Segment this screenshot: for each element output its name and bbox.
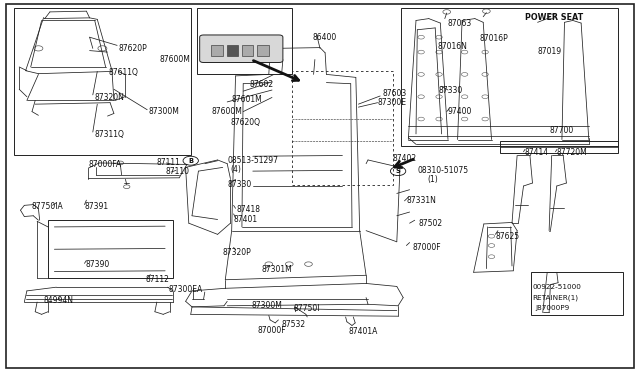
Text: 87611Q: 87611Q <box>109 68 139 77</box>
Text: POWER SEAT: POWER SEAT <box>525 13 583 22</box>
Text: 87700: 87700 <box>549 126 573 135</box>
Text: 87401: 87401 <box>234 215 258 224</box>
Text: 87301M: 87301M <box>261 265 292 274</box>
Text: 87390: 87390 <box>86 260 110 269</box>
Text: 87000FA: 87000FA <box>88 160 122 169</box>
Bar <box>500 141 618 153</box>
Text: (4): (4) <box>230 165 241 174</box>
Text: 87016P: 87016P <box>480 34 509 43</box>
Text: 87600M: 87600M <box>160 55 191 64</box>
Text: 87300E: 87300E <box>378 98 406 107</box>
Text: 87750IA: 87750IA <box>32 202 64 211</box>
Bar <box>257 45 269 56</box>
Text: (1): (1) <box>428 175 438 184</box>
Text: 87300M: 87300M <box>252 301 282 310</box>
Text: 87019: 87019 <box>538 47 562 56</box>
Text: J87000P9: J87000P9 <box>535 305 570 311</box>
Text: 00922-51000: 00922-51000 <box>532 284 581 290</box>
Text: 87750l: 87750l <box>293 304 319 313</box>
Text: 87414: 87414 <box>525 148 549 157</box>
Bar <box>48 220 173 278</box>
Text: 87502: 87502 <box>419 219 443 228</box>
Bar <box>242 45 253 56</box>
Text: 87602: 87602 <box>250 80 274 89</box>
Text: 87320N: 87320N <box>95 93 125 102</box>
Text: 87418: 87418 <box>237 205 261 214</box>
Text: RETAINER(1): RETAINER(1) <box>532 294 579 301</box>
Text: 87110: 87110 <box>165 167 189 176</box>
Bar <box>292 71 393 185</box>
Bar <box>211 45 223 56</box>
Bar <box>401 8 618 146</box>
Text: 87330: 87330 <box>227 180 252 189</box>
Text: B: B <box>188 158 193 164</box>
Bar <box>14 8 191 155</box>
Text: 87000F: 87000F <box>257 326 286 335</box>
Text: 84994N: 84994N <box>44 296 74 305</box>
Bar <box>227 45 238 56</box>
Text: 87720M: 87720M <box>557 148 588 157</box>
Text: 87111: 87111 <box>156 158 180 167</box>
Text: 08513-51297: 08513-51297 <box>228 156 279 165</box>
Text: 87391: 87391 <box>84 202 109 211</box>
Text: 87625: 87625 <box>495 232 520 241</box>
FancyBboxPatch shape <box>200 35 283 62</box>
Text: 87311Q: 87311Q <box>95 130 125 139</box>
Text: 87331N: 87331N <box>406 196 436 205</box>
Bar <box>531 272 623 315</box>
Text: S: S <box>396 168 401 174</box>
Text: 87320P: 87320P <box>223 248 252 257</box>
Text: 97400: 97400 <box>448 107 472 116</box>
Text: 87300M: 87300M <box>148 107 179 116</box>
Text: 87620P: 87620P <box>118 44 147 53</box>
Text: 87620Q: 87620Q <box>230 118 260 126</box>
Text: 87601M: 87601M <box>232 95 262 104</box>
Text: 87402: 87402 <box>392 154 417 163</box>
Text: 87112: 87112 <box>146 275 170 284</box>
Text: 87016N: 87016N <box>438 42 468 51</box>
Bar <box>197 8 292 74</box>
Text: 87063: 87063 <box>448 19 472 28</box>
Text: 87000F: 87000F <box>413 243 442 252</box>
Text: 87603: 87603 <box>382 89 406 98</box>
Text: 86400: 86400 <box>312 33 337 42</box>
Text: 08310-51075: 08310-51075 <box>418 166 469 175</box>
Text: 87300EA: 87300EA <box>169 285 204 294</box>
Text: 87532: 87532 <box>282 320 306 329</box>
Text: 87401A: 87401A <box>349 327 378 336</box>
Text: 87330: 87330 <box>438 86 463 94</box>
Text: 87600M: 87600M <box>211 107 242 116</box>
